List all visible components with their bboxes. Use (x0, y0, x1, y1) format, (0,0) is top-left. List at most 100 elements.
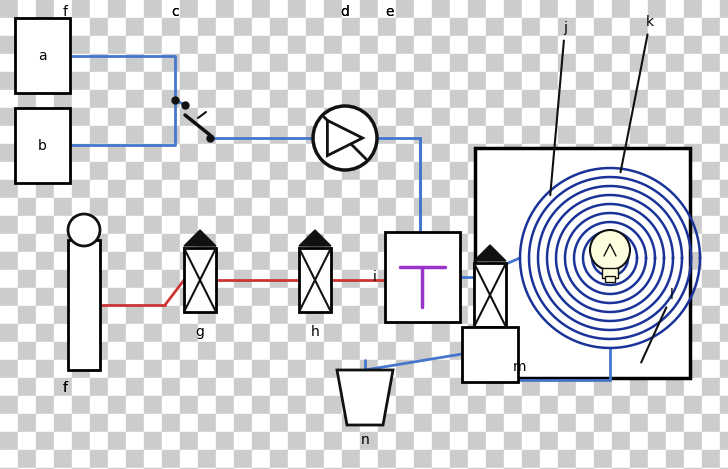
Bar (414, 144, 432, 162)
Bar (234, 270, 252, 288)
Bar (198, 306, 216, 324)
Bar (108, 126, 126, 144)
Bar (288, 324, 306, 342)
Bar (198, 90, 216, 108)
Bar (360, 108, 378, 126)
Bar (270, 126, 288, 144)
Bar (612, 18, 630, 36)
Bar (324, 342, 342, 360)
Bar (720, 432, 728, 450)
Bar (162, 378, 180, 396)
Bar (594, 270, 612, 288)
Bar (18, 432, 36, 450)
Bar (0, 198, 18, 216)
Bar (216, 342, 234, 360)
Bar (396, 270, 414, 288)
Bar (216, 468, 234, 469)
Bar (720, 288, 728, 306)
Bar (648, 468, 666, 469)
Bar (702, 342, 720, 360)
Bar (0, 396, 18, 414)
Bar (648, 108, 666, 126)
Bar (576, 216, 594, 234)
Bar (360, 18, 378, 36)
Bar (720, 180, 728, 198)
Bar (648, 288, 666, 306)
Bar (234, 54, 252, 72)
Bar (180, 306, 198, 324)
Bar (324, 270, 342, 288)
Bar (18, 144, 36, 162)
Bar (162, 0, 180, 18)
Bar (666, 18, 684, 36)
Bar (180, 72, 198, 90)
Bar (396, 180, 414, 198)
Text: m: m (513, 360, 527, 374)
Bar (684, 72, 702, 90)
Bar (36, 126, 54, 144)
Bar (414, 234, 432, 252)
Bar (702, 288, 720, 306)
Bar (90, 90, 108, 108)
Bar (216, 378, 234, 396)
Bar (630, 144, 648, 162)
Bar (612, 108, 630, 126)
Bar (702, 378, 720, 396)
Bar (414, 414, 432, 432)
Bar (594, 288, 612, 306)
Bar (666, 432, 684, 450)
Bar (90, 414, 108, 432)
Bar (666, 378, 684, 396)
Bar (108, 342, 126, 360)
Bar (72, 306, 90, 324)
Bar (198, 324, 216, 342)
Bar (216, 396, 234, 414)
Bar (288, 252, 306, 270)
Bar (324, 468, 342, 469)
Bar (90, 198, 108, 216)
Bar (396, 108, 414, 126)
Bar (378, 216, 396, 234)
Bar (450, 378, 468, 396)
Bar (432, 36, 450, 54)
Bar (360, 414, 378, 432)
Bar (396, 432, 414, 450)
Bar (612, 324, 630, 342)
Bar (666, 288, 684, 306)
Bar (216, 180, 234, 198)
Bar (630, 18, 648, 36)
Bar (576, 324, 594, 342)
Bar (558, 360, 576, 378)
Bar (414, 360, 432, 378)
Bar (378, 126, 396, 144)
Bar (18, 162, 36, 180)
Bar (90, 270, 108, 288)
Bar (324, 72, 342, 90)
Bar (702, 306, 720, 324)
Circle shape (313, 106, 377, 170)
Bar (306, 306, 324, 324)
Bar (702, 234, 720, 252)
Bar (450, 306, 468, 324)
Bar (54, 72, 72, 90)
Bar (342, 108, 360, 126)
Bar (270, 342, 288, 360)
Bar (558, 378, 576, 396)
Bar (648, 144, 666, 162)
Bar (414, 0, 432, 18)
Polygon shape (184, 230, 216, 246)
Bar (54, 18, 72, 36)
Bar (144, 396, 162, 414)
Bar (414, 396, 432, 414)
Bar (558, 414, 576, 432)
Bar (360, 468, 378, 469)
Bar (558, 126, 576, 144)
Bar (522, 198, 540, 216)
Bar (450, 54, 468, 72)
Bar (504, 324, 522, 342)
Bar (720, 450, 728, 468)
Bar (108, 450, 126, 468)
Bar (360, 378, 378, 396)
Bar (36, 414, 54, 432)
Bar (612, 396, 630, 414)
